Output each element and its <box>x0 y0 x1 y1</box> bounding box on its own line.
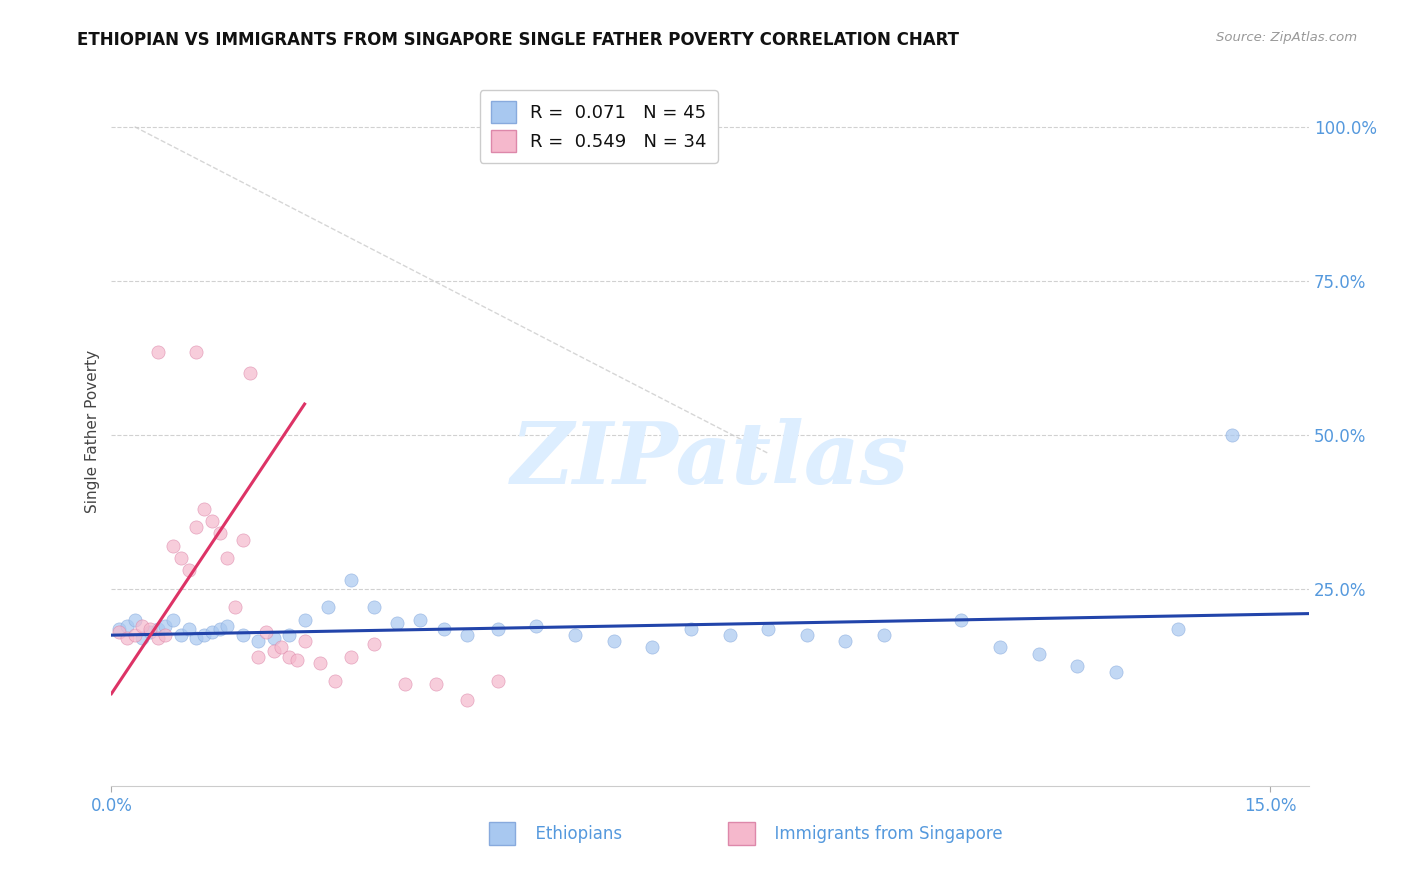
Point <box>486 674 509 689</box>
Point <box>146 632 169 646</box>
Text: Source: ZipAtlas.com: Source: ZipAtlas.com <box>1216 31 1357 45</box>
Point <box>756 622 779 636</box>
Point <box>170 551 193 566</box>
Point <box>263 643 285 657</box>
Point <box>146 344 169 359</box>
Point <box>363 600 385 615</box>
Point <box>254 625 277 640</box>
Point <box>170 628 193 642</box>
Point <box>177 622 200 636</box>
Point <box>186 344 208 359</box>
Point <box>155 628 177 642</box>
Point <box>433 622 456 636</box>
Point <box>309 656 332 670</box>
Point <box>602 634 624 648</box>
Point <box>409 613 432 627</box>
Point <box>564 628 586 642</box>
Text: Ethiopians: Ethiopians <box>524 825 621 843</box>
Point <box>294 613 316 627</box>
Point <box>988 640 1011 655</box>
Point <box>278 649 301 664</box>
Point <box>1220 428 1243 442</box>
Point <box>131 619 153 633</box>
FancyBboxPatch shape <box>489 822 515 845</box>
Point <box>139 625 162 640</box>
Point <box>796 628 818 642</box>
Point <box>270 640 292 655</box>
Point <box>1105 665 1128 680</box>
Point <box>278 628 301 642</box>
Point <box>186 632 208 646</box>
Point <box>124 628 146 642</box>
Point <box>115 632 138 646</box>
Point <box>232 533 254 547</box>
Point <box>718 628 741 642</box>
Text: ETHIOPIAN VS IMMIGRANTS FROM SINGAPORE SINGLE FATHER POVERTY CORRELATION CHART: ETHIOPIAN VS IMMIGRANTS FROM SINGAPORE S… <box>77 31 959 49</box>
Point <box>217 619 239 633</box>
Point <box>239 366 262 380</box>
Point <box>247 634 270 648</box>
Point <box>186 520 208 534</box>
Point <box>641 640 664 655</box>
Point <box>232 628 254 642</box>
Point <box>340 649 363 664</box>
Point <box>316 600 339 615</box>
Point <box>394 677 416 691</box>
Point <box>224 600 246 615</box>
Point <box>526 145 548 159</box>
Point <box>325 674 347 689</box>
Point <box>1066 659 1088 673</box>
Text: Immigrants from Singapore: Immigrants from Singapore <box>763 825 1002 843</box>
Point <box>950 613 973 627</box>
Point <box>146 622 169 636</box>
Point <box>139 622 162 636</box>
FancyBboxPatch shape <box>728 822 755 845</box>
Point <box>1028 647 1050 661</box>
Point <box>834 634 856 648</box>
Point <box>131 632 153 646</box>
Point <box>526 619 548 633</box>
Point <box>1167 622 1189 636</box>
Point <box>193 501 215 516</box>
Point <box>363 637 385 651</box>
Point <box>201 514 224 528</box>
Point <box>217 551 239 566</box>
Point <box>162 539 184 553</box>
Point <box>201 625 224 640</box>
Point <box>456 628 478 642</box>
Point <box>263 632 285 646</box>
Point <box>340 573 363 587</box>
Point <box>193 628 215 642</box>
Point <box>425 677 447 691</box>
Point <box>873 628 896 642</box>
Y-axis label: Single Father Poverty: Single Father Poverty <box>86 351 100 514</box>
Text: ZIPatlas: ZIPatlas <box>512 418 910 502</box>
Point <box>177 564 200 578</box>
Point <box>115 619 138 633</box>
Point <box>155 619 177 633</box>
Point <box>162 613 184 627</box>
Point <box>124 613 146 627</box>
Point <box>247 649 270 664</box>
Point <box>456 693 478 707</box>
Point <box>208 526 231 541</box>
Point <box>679 622 702 636</box>
Point <box>387 615 409 630</box>
Legend: R =  0.071   N = 45, R =  0.549   N = 34: R = 0.071 N = 45, R = 0.549 N = 34 <box>479 90 717 163</box>
Point <box>108 625 131 640</box>
Point <box>486 622 509 636</box>
Point <box>108 622 131 636</box>
Point <box>208 622 231 636</box>
Point <box>285 653 308 667</box>
Point <box>294 634 316 648</box>
